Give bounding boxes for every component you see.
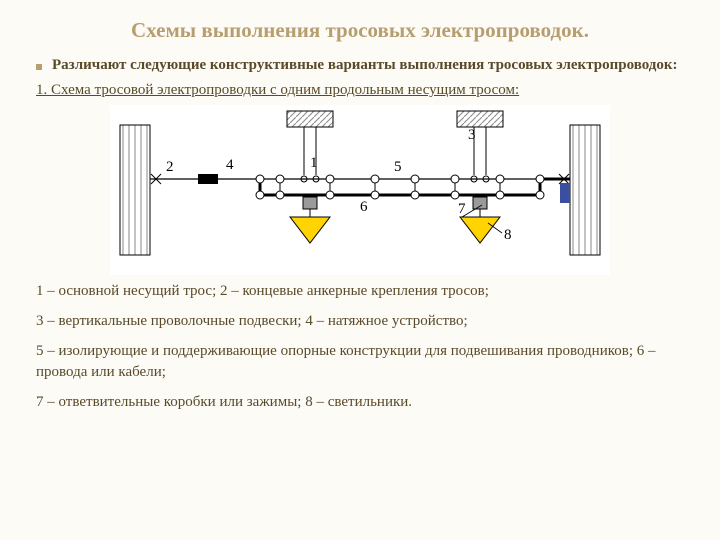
- svg-text:2: 2: [166, 159, 174, 175]
- svg-text:7: 7: [458, 201, 466, 217]
- bullet-marker: [36, 64, 42, 70]
- slide-root: Схемы выполнения тросовых электропроводо…: [0, 0, 720, 540]
- legend-line: 1 – основной несущий трос; 2 – концевые …: [36, 281, 684, 303]
- intro-bullet: Различают следующие конструктивные вариа…: [36, 57, 684, 74]
- intro-text: Различают следующие конструктивные вариа…: [52, 57, 678, 74]
- svg-text:5: 5: [394, 159, 402, 175]
- legend-line: 5 – изолирующие и поддерживающие опорные…: [36, 341, 684, 385]
- legend-line: 3 – вертикальные проволочные подвески; 4…: [36, 311, 684, 333]
- legend: 1 – основной несущий трос; 2 – концевые …: [36, 281, 684, 414]
- svg-text:1: 1: [310, 155, 318, 171]
- scheme-heading: 1. Схема тросовой электропроводки с одни…: [36, 82, 684, 99]
- svg-text:8: 8: [504, 227, 512, 243]
- diagram-container: 1 2 3 4 5 6 7 8: [36, 105, 684, 275]
- page-title: Схемы выполнения тросовых электропроводо…: [36, 18, 684, 43]
- wiring-diagram: 1 2 3 4 5 6 7 8: [110, 105, 610, 275]
- svg-text:3: 3: [468, 127, 476, 143]
- legend-line: 7 – ответвительные коробки или зажимы; 8…: [36, 392, 684, 414]
- svg-text:6: 6: [360, 199, 368, 215]
- svg-text:4: 4: [226, 157, 234, 173]
